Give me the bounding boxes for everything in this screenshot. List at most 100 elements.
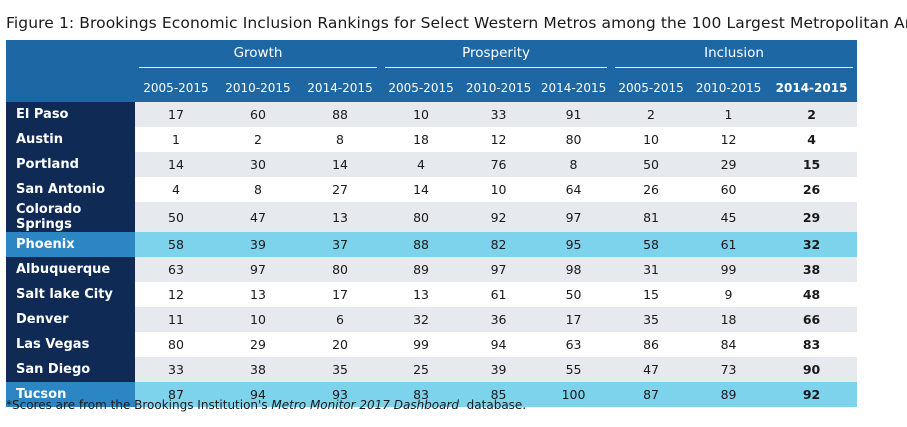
group-label: Inclusion	[704, 45, 764, 61]
rank-cell: 80	[381, 202, 462, 232]
rank-cell: 2	[766, 102, 858, 127]
metro-name: Austin	[6, 127, 135, 152]
header-corner	[6, 40, 135, 74]
rank-cell: 13	[381, 282, 462, 307]
rank-cell: 25	[381, 357, 462, 382]
table-row: Salt lake City 12 13 17 13 61 50 15 9 48	[6, 282, 858, 307]
rank-cell: 10	[461, 177, 537, 202]
group-label: Growth	[233, 45, 283, 61]
rank-cell: 92	[766, 382, 858, 407]
period-header: 2005-2015	[135, 74, 217, 102]
metro-name: Las Vegas	[6, 332, 135, 357]
rank-cell: 39	[461, 357, 537, 382]
rank-cell: 86	[611, 332, 692, 357]
rank-cell: 1	[691, 102, 767, 127]
rank-cell: 12	[461, 127, 537, 152]
period-header: 2010-2015	[461, 74, 537, 102]
footnote-prefix: *Scores are from the Brookings Instituti…	[6, 398, 272, 412]
rank-cell: 80	[135, 332, 217, 357]
footnote: *Scores are from the Brookings Instituti…	[6, 398, 526, 412]
rank-cell: 58	[611, 232, 692, 257]
rank-cell: 32	[381, 307, 462, 332]
period-header: 2005-2015	[381, 74, 462, 102]
period-header: 2010-2015	[217, 74, 299, 102]
rank-cell: 97	[217, 257, 299, 282]
rank-cell: 92	[461, 202, 537, 232]
table-row: San Diego 33 38 35 25 39 55 47 73 90	[6, 357, 858, 382]
rank-cell: 61	[461, 282, 537, 307]
rank-cell: 1	[135, 127, 217, 152]
rank-cell: 37	[299, 232, 382, 257]
rank-cell: 15	[766, 152, 858, 177]
rank-cell: 14	[135, 152, 217, 177]
rank-cell: 84	[691, 332, 767, 357]
rank-cell: 58	[135, 232, 217, 257]
rank-cell: 94	[217, 382, 299, 407]
table-row: Tucson 87 94 93 83 85 100 87 89 92	[6, 382, 858, 407]
rank-cell: 87	[611, 382, 692, 407]
rank-cell: 81	[611, 202, 692, 232]
footnote-suffix: database.	[459, 398, 527, 412]
rank-cell: 13	[299, 202, 382, 232]
rank-cell: 20	[299, 332, 382, 357]
rank-cell: 18	[691, 307, 767, 332]
rank-cell: 83	[766, 332, 858, 357]
table-row: Portland 14 30 14 4 76 8 50 29 15	[6, 152, 858, 177]
metro-name: Phoenix	[6, 232, 135, 257]
rank-cell: 4	[766, 127, 858, 152]
rank-cell: 39	[217, 232, 299, 257]
rank-cell: 4	[381, 152, 462, 177]
period-header: 2010-2015	[691, 74, 767, 102]
rank-cell: 97	[461, 257, 537, 282]
table-row: Albuquerque 63 97 80 89 97 98 31 99 38	[6, 257, 858, 282]
rank-cell: 88	[299, 102, 382, 127]
rank-cell: 33	[461, 102, 537, 127]
group-header-row: Growth Prosperity Inclusion	[6, 40, 858, 74]
rank-cell: 32	[766, 232, 858, 257]
rank-cell: 47	[217, 202, 299, 232]
rank-cell: 18	[381, 127, 462, 152]
rank-cell: 99	[381, 332, 462, 357]
period-header: 2005-2015	[611, 74, 692, 102]
rank-cell: 26	[766, 177, 858, 202]
period-header-row: 2005-2015 2010-2015 2014-2015 2005-2015 2010…	[6, 74, 858, 102]
rank-cell: 2	[611, 102, 692, 127]
group-header-inclusion: Inclusion	[611, 40, 858, 74]
rank-cell: 80	[536, 127, 612, 152]
rank-cell: 66	[766, 307, 858, 332]
period-header: 2014-2015	[536, 74, 612, 102]
rank-cell: 50	[135, 202, 217, 232]
period-header: 2014-2015	[766, 74, 858, 102]
group-header-growth: Growth	[135, 40, 382, 74]
rank-cell: 14	[381, 177, 462, 202]
figure-title: Figure 1: Brookings Economic Inclusion R…	[6, 14, 907, 32]
rank-cell: 87	[135, 382, 217, 407]
metro-name: Portland	[6, 152, 135, 177]
rank-cell: 29	[217, 332, 299, 357]
rank-cell: 80	[299, 257, 382, 282]
rank-cell: 17	[299, 282, 382, 307]
header-corner	[6, 74, 135, 102]
metro-name: Denver	[6, 307, 135, 332]
rank-cell: 13	[217, 282, 299, 307]
rank-cell: 30	[217, 152, 299, 177]
rank-cell: 47	[611, 357, 692, 382]
rank-cell: 8	[217, 177, 299, 202]
rank-cell: 94	[461, 332, 537, 357]
rank-cell: 27	[299, 177, 382, 202]
rank-cell: 12	[135, 282, 217, 307]
group-label: Prosperity	[462, 45, 530, 61]
rank-cell: 61	[691, 232, 767, 257]
rank-cell: 8	[299, 127, 382, 152]
metro-name: San Antonio	[6, 177, 135, 202]
rank-cell: 4	[135, 177, 217, 202]
rank-cell: 85	[461, 382, 537, 407]
rank-cell: 10	[217, 307, 299, 332]
rank-cell: 91	[536, 102, 612, 127]
rank-cell: 100	[536, 382, 612, 407]
rank-cell: 88	[381, 232, 462, 257]
rank-cell: 55	[536, 357, 612, 382]
metro-name: San Diego	[6, 357, 135, 382]
rank-cell: 97	[536, 202, 612, 232]
table-row: Phoenix 58 39 37 88 82 95 58 61 32	[6, 232, 858, 257]
